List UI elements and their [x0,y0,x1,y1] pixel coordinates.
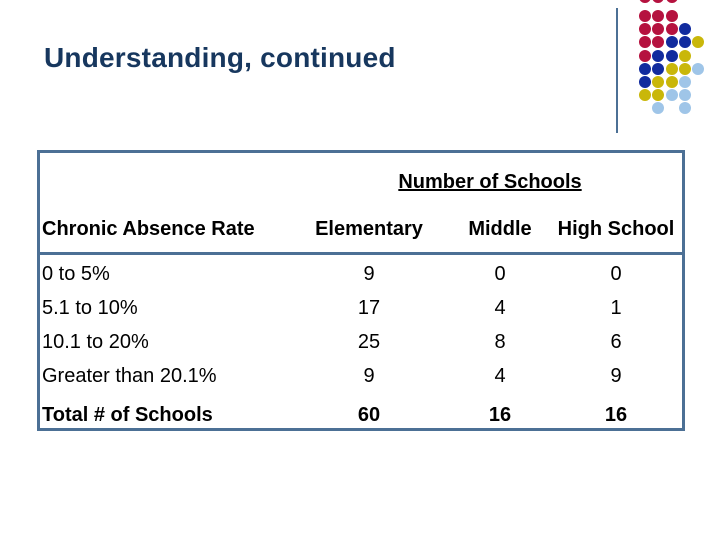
table-header-row: Chronic Absence Rate Elementary Middle H… [40,215,682,243]
dot [639,89,651,101]
cell-high-school: 6 [610,331,622,353]
dot [665,36,678,48]
dot [665,89,678,101]
dot [678,36,691,48]
header-divider-line [40,252,682,255]
table-row: 0 to 5% 9 0 0 [40,262,682,286]
dot [652,23,665,35]
dot [652,36,665,48]
dot [652,89,665,101]
decorative-vertical-line [616,8,618,133]
cell-high-school: 0 [610,263,622,285]
dot [639,23,651,35]
dot [652,50,665,62]
schools-table: Number of Schools Chronic Absence Rate E… [37,150,685,431]
column-header-chronic-absence-rate: Chronic Absence Rate [42,218,255,240]
dot [692,63,705,75]
dot [652,76,665,88]
dot [665,63,678,75]
slide-title: Understanding, continued [44,42,396,73]
cell-middle: 8 [494,331,506,353]
table-row: 10.1 to 20% 25 8 6 [40,330,682,354]
row-label: 0 to 5% [42,263,110,285]
dot [678,63,691,75]
dot [678,50,691,62]
row-label: 5.1 to 10% [42,297,138,319]
dot [639,10,651,22]
column-header-high-school: High School [557,218,675,240]
table-row: 5.1 to 10% 17 4 1 [40,296,682,320]
dot [678,102,691,114]
dot [678,89,691,101]
cell-high-school: 9 [610,365,622,387]
row-label: 10.1 to 20% [42,331,149,353]
dot [665,23,678,35]
table-total-row: Total # of Schools 60 16 16 [40,403,682,427]
cell-middle: 4 [494,297,506,319]
column-header-elementary: Elementary [315,218,423,240]
dot [678,23,691,35]
cell-elementary: 9 [363,365,375,387]
table-caption: Number of Schools [398,171,582,193]
dot [665,0,678,3]
dot [639,76,651,88]
cell-high-school: 1 [610,297,622,319]
cell-elementary: 9 [363,263,375,285]
cell-middle: 0 [494,263,506,285]
dot [639,36,651,48]
total-cell-high-school: 16 [604,404,628,426]
dot [678,76,691,88]
dot [652,63,665,75]
dot [639,0,651,3]
dot [665,50,678,62]
cell-elementary: 17 [357,297,381,319]
dot [639,50,651,62]
dot [652,10,665,22]
cell-middle: 4 [494,365,506,387]
row-label: Greater than 20.1% [42,365,217,387]
total-cell-elementary: 60 [357,404,381,426]
cell-elementary: 25 [357,331,381,353]
total-row-label: Total # of Schools [42,404,213,426]
dot [652,0,665,3]
dot [692,36,705,48]
total-cell-middle: 16 [488,404,512,426]
table-row: Greater than 20.1% 9 4 9 [40,364,682,388]
dot [665,76,678,88]
column-header-middle: Middle [468,218,532,240]
dot [652,102,665,114]
dot [665,10,678,22]
dot [639,63,651,75]
